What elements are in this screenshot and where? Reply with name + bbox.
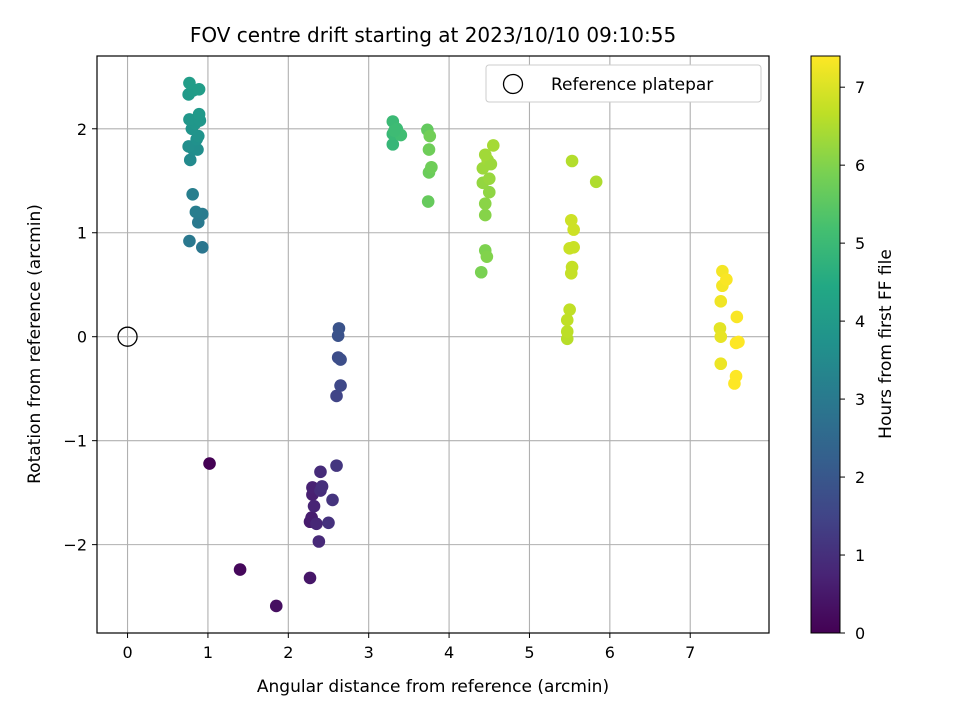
data-point: [303, 571, 317, 585]
plot-frame: [96, 55, 770, 634]
data-point: [728, 377, 741, 390]
x-tick-label: 3: [364, 643, 374, 662]
reference-point: [117, 326, 138, 347]
data-point: [480, 250, 494, 263]
y-axis-label: Rotation from reference (arcmin): [25, 204, 45, 484]
data-point: [183, 76, 196, 90]
data-point: [720, 273, 733, 286]
legend: Reference platepar: [485, 64, 762, 103]
y-tick-label: 0: [77, 328, 87, 347]
y-tick-label: 2: [77, 120, 87, 139]
data-point: [567, 240, 580, 254]
colorbar-gradient: [810, 55, 841, 634]
colorbar-tick-label: 4: [855, 312, 865, 331]
x-tick-label: 1: [203, 643, 213, 662]
data-point: [192, 107, 206, 121]
colorbar-tick-label: 1: [855, 546, 865, 565]
legend-label: Reference platepar: [551, 75, 713, 95]
data-point: [732, 335, 745, 349]
x-tick-label: 0: [122, 643, 132, 662]
colorbar-ticks: 0 1 2 3 4 5 6 7: [840, 78, 865, 643]
data-point: [714, 295, 728, 308]
data-point: [425, 160, 438, 174]
colorbar-tick-label: 5: [855, 234, 865, 253]
x-axis-label: Angular distance from reference (arcmin): [257, 677, 609, 697]
data-point: [312, 535, 326, 548]
data-point: [315, 480, 329, 493]
chart-title: FOV centre drift starting at 2023/10/10 …: [190, 23, 676, 47]
y-tick-label: −2: [63, 536, 87, 555]
data-point: [330, 459, 343, 472]
data-point: [310, 517, 323, 531]
data-point: [564, 213, 578, 227]
data-point: [332, 322, 346, 335]
x-tick-label: 7: [685, 643, 695, 662]
data-point: [482, 185, 496, 199]
data-point: [478, 197, 492, 210]
x-tick-label: 2: [283, 643, 293, 662]
legend-marker-icon: [502, 73, 524, 95]
data-point: [423, 129, 437, 143]
y-tick-label: −1: [63, 432, 87, 451]
data-point: [386, 138, 400, 151]
data-markers: [117, 76, 745, 613]
data-point: [563, 303, 576, 316]
data-point: [186, 187, 199, 201]
data-point: [196, 240, 209, 254]
axis-ticks: 0 1 2 3 4 5 6 7 −2 −1 0 1 2: [63, 120, 695, 662]
data-point: [486, 139, 500, 152]
data-point: [314, 465, 327, 479]
data-point: [269, 599, 283, 613]
data-point: [422, 143, 436, 156]
data-point: [560, 325, 574, 338]
colorbar-label: Hours from first FF file: [876, 249, 896, 439]
data-point: [307, 499, 321, 513]
data-point: [322, 516, 335, 530]
data-point: [334, 353, 347, 366]
data-point: [714, 330, 728, 344]
legend-box: [485, 64, 762, 103]
colorbar-tick-label: 7: [855, 78, 865, 97]
data-point: [182, 140, 195, 153]
data-point: [388, 124, 401, 138]
colorbar-tick-label: 0: [855, 624, 865, 643]
data-point: [233, 563, 247, 576]
data-point: [474, 265, 488, 279]
colorbar: 0 1 2 3 4 5 6 7 Hours from first FF file: [810, 55, 896, 643]
x-tick-label: 5: [524, 643, 534, 662]
data-point: [326, 493, 339, 507]
data-point: [192, 82, 206, 96]
data-point: [203, 457, 216, 470]
data-point: [334, 379, 347, 392]
data-point: [565, 260, 579, 274]
data-point: [421, 195, 435, 208]
colorbar-tick-label: 6: [855, 156, 865, 175]
y-tick-label: 1: [77, 224, 87, 243]
colorbar-tick-label: 3: [855, 390, 865, 409]
data-point: [565, 154, 579, 168]
data-point: [183, 153, 197, 167]
data-point: [478, 148, 492, 162]
data-point: [189, 205, 203, 219]
data-point: [183, 234, 196, 248]
data-point: [484, 157, 498, 171]
data-point: [730, 310, 744, 324]
x-tick-label: 6: [605, 643, 615, 662]
colorbar-tick-label: 2: [855, 468, 865, 487]
data-point: [482, 172, 496, 185]
data-point: [330, 389, 343, 403]
data-point: [560, 313, 574, 327]
data-point: [714, 357, 728, 371]
x-tick-label: 4: [444, 643, 454, 662]
data-point: [183, 113, 196, 126]
data-point: [478, 208, 492, 222]
data-point: [589, 175, 603, 189]
